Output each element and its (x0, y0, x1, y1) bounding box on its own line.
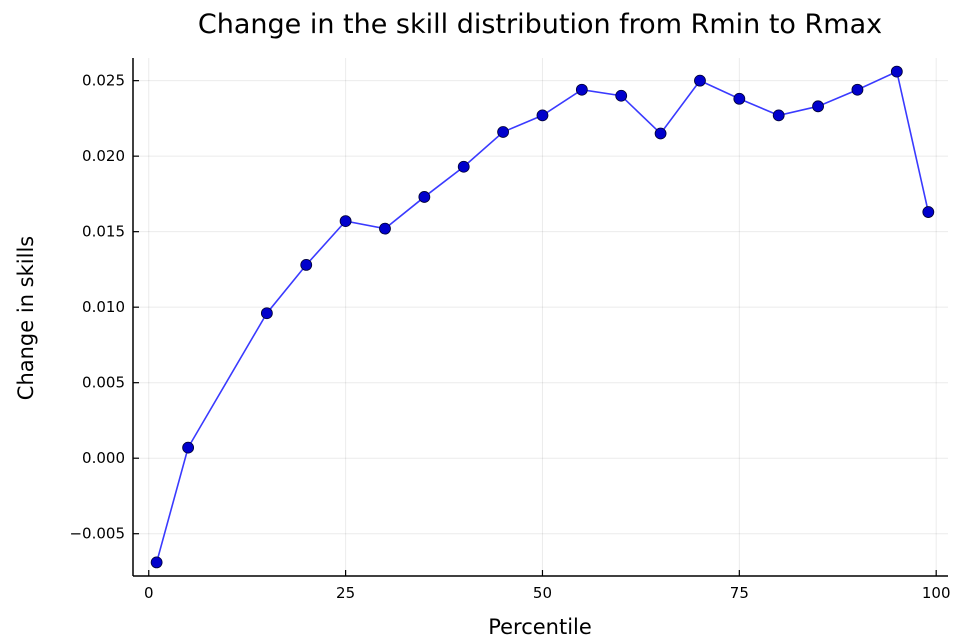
data-point (654, 127, 667, 140)
y-tick-label: 0.020 (82, 147, 125, 165)
y-tick-label: 0.005 (82, 374, 125, 392)
x-tick-label: 25 (336, 584, 355, 602)
data-point (575, 83, 588, 96)
data-point (890, 65, 903, 78)
series-line (155, 70, 930, 563)
data-point (260, 307, 273, 320)
data-point (733, 92, 746, 105)
x-tick-label: 0 (144, 584, 154, 602)
data-point (497, 126, 509, 138)
data-point (536, 109, 549, 122)
y-tick-label: 0.015 (82, 223, 125, 241)
grid (133, 58, 948, 576)
data-point (339, 215, 352, 228)
y-tick-label: 0.010 (82, 298, 125, 316)
y-tick-label: 0.025 (82, 72, 125, 90)
data-point (615, 89, 628, 102)
x-tick-label: 100 (922, 584, 951, 602)
data-point (694, 74, 706, 87)
y-tick-label: −0.005 (69, 525, 125, 543)
data-point (851, 83, 864, 96)
data-point (418, 191, 431, 203)
data-series (150, 65, 935, 569)
data-point (812, 100, 824, 113)
y-tick-label: 0.000 (82, 449, 125, 467)
x-axis-label: Percentile (488, 615, 592, 639)
axes (132, 58, 948, 577)
x-tick-label: 50 (533, 584, 552, 602)
x-tick-label: 75 (730, 584, 749, 602)
data-point (150, 556, 163, 569)
data-point (300, 258, 313, 271)
y-axis-label: Change in skills (14, 236, 38, 400)
data-point (182, 441, 195, 454)
data-point (379, 222, 391, 235)
data-point (457, 160, 470, 173)
data-point (772, 109, 785, 122)
ticks: 0 25 50 75 100 −0.005 0.000 0.005 0.010 0.015 0.02… (69, 72, 950, 602)
chart-title: Change in the skill distribution from Rm… (198, 9, 882, 40)
data-point (922, 206, 935, 218)
